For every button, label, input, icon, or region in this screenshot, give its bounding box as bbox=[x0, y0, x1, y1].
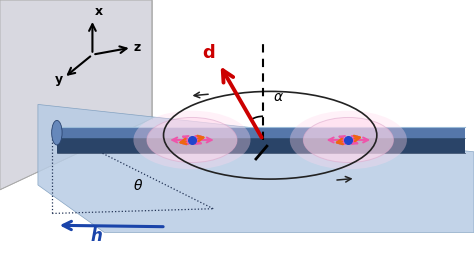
Text: d: d bbox=[203, 44, 215, 62]
Text: y: y bbox=[55, 73, 63, 86]
Polygon shape bbox=[0, 0, 152, 190]
Ellipse shape bbox=[134, 111, 250, 169]
Text: $\theta$: $\theta$ bbox=[133, 178, 143, 193]
Ellipse shape bbox=[147, 117, 237, 163]
Text: $\alpha$: $\alpha$ bbox=[273, 90, 284, 104]
Polygon shape bbox=[57, 138, 465, 153]
Text: z: z bbox=[133, 41, 141, 54]
Polygon shape bbox=[38, 104, 474, 232]
Text: x: x bbox=[95, 5, 103, 18]
Ellipse shape bbox=[52, 120, 62, 145]
Polygon shape bbox=[57, 127, 465, 138]
Text: h: h bbox=[90, 227, 102, 245]
Ellipse shape bbox=[303, 117, 393, 163]
Ellipse shape bbox=[290, 111, 407, 169]
